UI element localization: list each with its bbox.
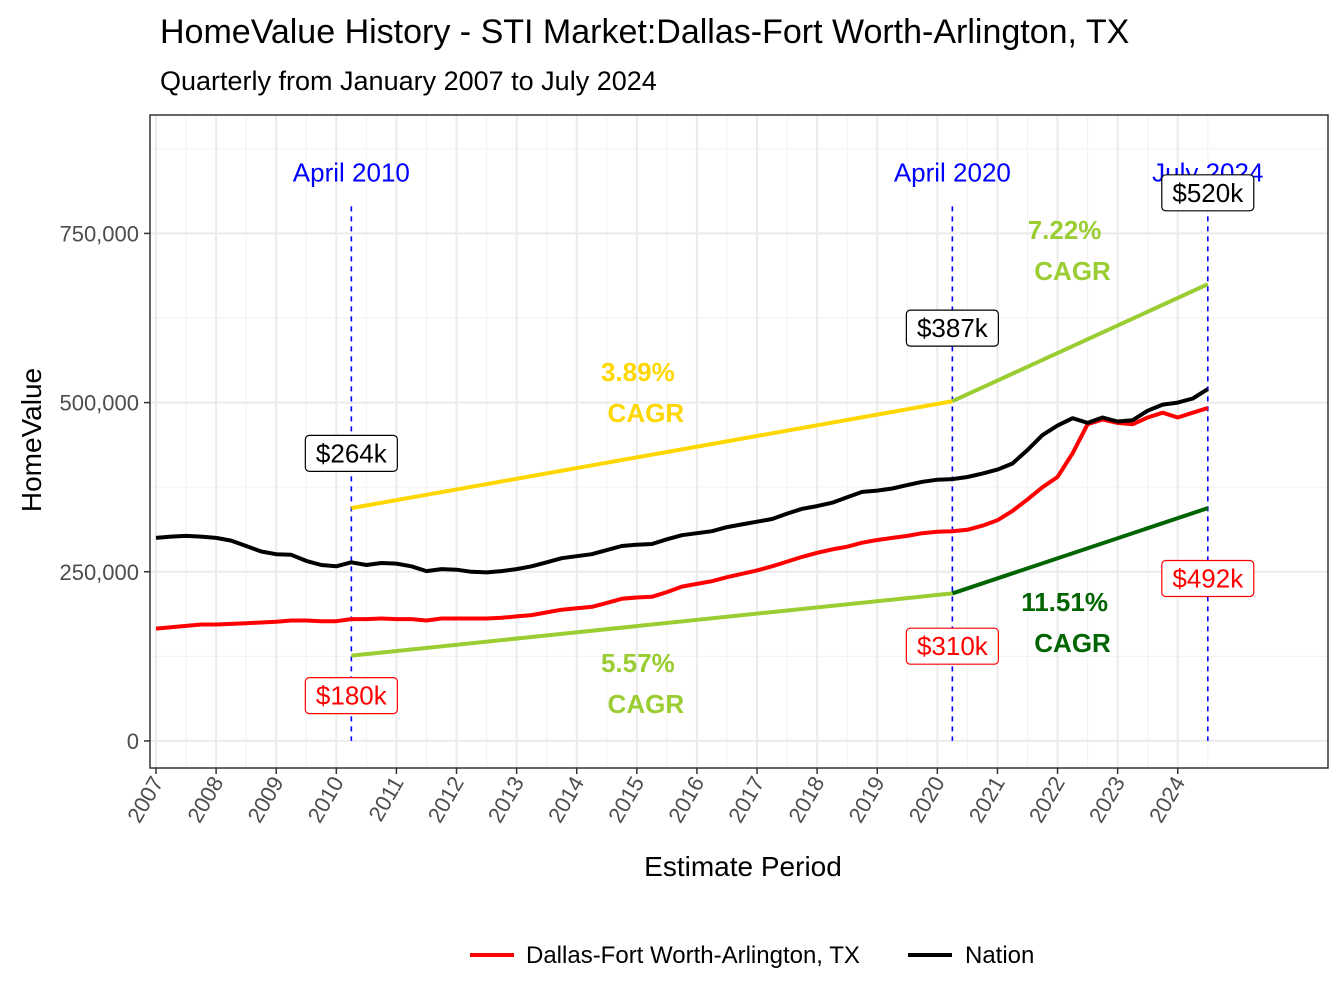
callout-box [1161, 174, 1255, 212]
callout-label: $180k [316, 681, 388, 711]
annotations: 3.89% CAGR 7.22% CAGR 5.57% CAGR 11.51% CAGR $26… [304, 174, 1255, 719]
x-tick-label: 2016 [663, 772, 709, 827]
x-tick-label: 2011 [363, 772, 408, 825]
legend: Dallas-Fort Worth-Arlington, TX Nation [470, 942, 1034, 969]
cagr-trend-lines [350, 282, 1209, 658]
cagr-percent: 5.57% [601, 648, 675, 678]
x-tick-label: 2013 [483, 772, 529, 827]
callout-box [304, 434, 398, 472]
x-axis-title: Estimate Period [644, 851, 842, 882]
y-tick-label: 0 [127, 729, 139, 754]
trend-line [350, 399, 953, 511]
callout-box [304, 676, 398, 715]
x-tick-label: 2009 [242, 772, 288, 827]
x-tick-label: 2024 [1144, 772, 1190, 827]
cagr-percent: 7.22% [1028, 215, 1102, 245]
vline-label: April 2010 [293, 158, 410, 188]
x-tick-label: 2014 [543, 772, 589, 827]
x-tick-label: 2015 [603, 772, 649, 827]
x-tick-label: 2021 [964, 772, 1010, 827]
chart-title: HomeValue History - STI Market:Dallas-Fo… [160, 13, 1129, 51]
x-tick-label: 2019 [843, 772, 889, 827]
x-tick-label: 2007 [122, 772, 168, 827]
x-tick-label: 2010 [303, 772, 349, 827]
x-tick-label: 2023 [1084, 772, 1130, 827]
y-tick-label: 500,000 [59, 391, 139, 416]
legend-label-0: Dallas-Fort Worth-Arlington, TX [526, 942, 860, 969]
callout-label: $264k [316, 438, 388, 468]
callout-box [905, 627, 999, 665]
legend-label-1: Nation [965, 942, 1034, 969]
chart-subtitle: Quarterly from January 2007 to July 2024 [160, 66, 657, 96]
y-axis-title: HomeValue [16, 368, 47, 512]
cagr-word: CAGR [1034, 628, 1111, 658]
series-line-1 [155, 387, 1209, 575]
callout-label: $387k [917, 313, 989, 343]
grid-lines [150, 115, 1328, 768]
trend-line [951, 506, 1209, 596]
callout-label: $520k [1172, 178, 1244, 208]
series-line-0 [155, 406, 1209, 631]
vline-label: April 2020 [894, 158, 1011, 188]
cagr-percent: 3.89% [601, 357, 675, 387]
x-tick-label: 2022 [1024, 772, 1070, 827]
cagr-word: CAGR [1034, 256, 1111, 286]
y-tick-label: 250,000 [59, 560, 139, 585]
cagr-word: CAGR [608, 398, 685, 428]
callout-label: $310k [917, 631, 989, 661]
callout-box [1161, 559, 1255, 598]
data-series [155, 387, 1209, 631]
plot-frame [149, 114, 1329, 769]
x-tick-label: 2020 [904, 772, 950, 827]
cagr-percent: 11.51% [1021, 587, 1108, 617]
plot-border [149, 114, 1329, 769]
trend-line [951, 282, 1209, 404]
cagr-word: CAGR [608, 689, 685, 719]
trend-line [351, 591, 953, 658]
x-tick-label: 2018 [783, 772, 829, 827]
x-tick-label: 2017 [723, 772, 769, 827]
x-tick-label: 2012 [423, 772, 469, 827]
callout-box [905, 309, 999, 347]
y-tick-label: 750,000 [59, 221, 139, 246]
callout-label: $492k [1172, 564, 1244, 594]
x-tick-label: 2008 [182, 772, 228, 827]
